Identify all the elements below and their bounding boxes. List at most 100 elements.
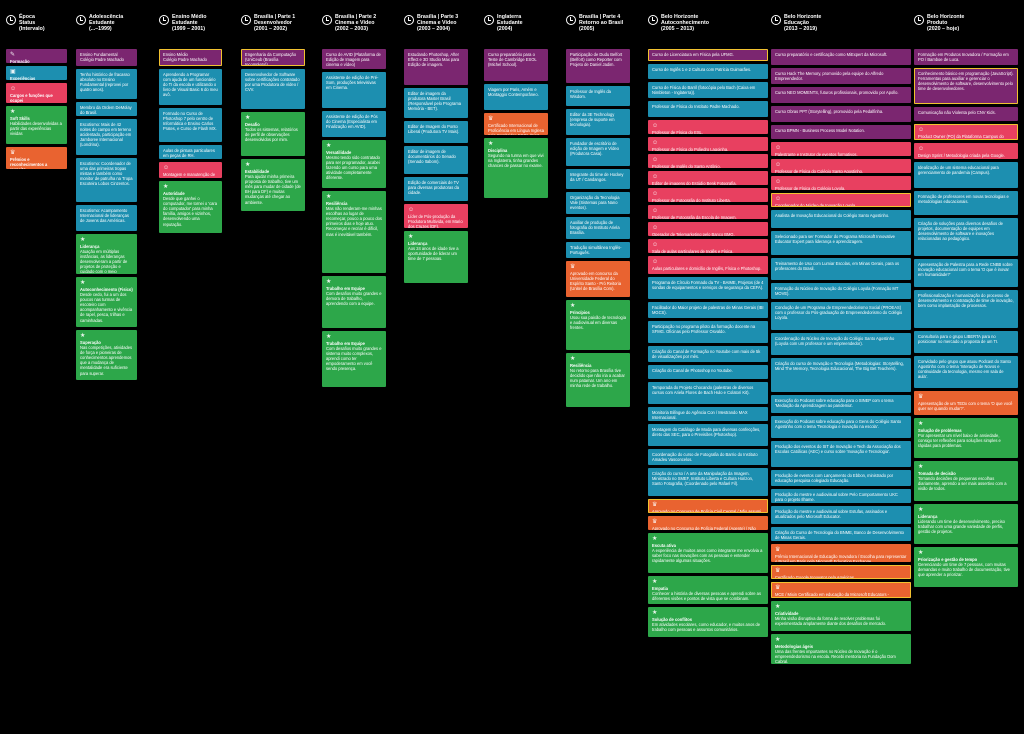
card-title: Escuta ativa: [652, 543, 676, 548]
column-header: Belo Horizonte Autoconhecimento (2005 – 20…: [648, 14, 768, 44]
timeline-card: ★ Priorização e gestão de tempo Gerenciand…: [914, 547, 1018, 587]
timeline-card: ☺ Professor de Física do Colégio Loyola.: [771, 176, 911, 190]
timeline-card: Coordenação do curso de Fotografia do Ba…: [648, 449, 768, 465]
timeline-card: Criação do Canal de Formação no Youtube …: [648, 346, 768, 362]
timeline-card: Analista de Inovação Educacional do Colé…: [771, 210, 911, 228]
card-text: Atuação em múltiplas instâncias, as lide…: [80, 249, 128, 274]
card-text: Viagem por Paris, Amém e Montaggio Conte…: [488, 87, 539, 98]
card-text: Minha visão disruptiva da forma de resol…: [775, 616, 887, 627]
people-icon: ☺: [775, 145, 782, 151]
timeline-card: Selecionado para ser Formador do Program…: [771, 231, 911, 255]
card-text: Editor de imagens do Estúdio Benk Fotogr…: [652, 181, 737, 185]
card-text: Tenho histórico de fracasso absoluto no …: [80, 72, 130, 93]
history-clock-icon: [159, 15, 169, 25]
card-title: Princípios: [570, 310, 590, 315]
timeline-card: Formação de professores em novas tecnolo…: [914, 191, 1018, 215]
timeline-card: ☺ Aulas particulares e domicílio de Inglê…: [648, 256, 768, 274]
timeline-column: Brasília | Parte 1 Desenvolvedor (2001 – 2…: [241, 14, 305, 211]
timeline-column: Brasília | Parte 3 Cinema e Vídeo (2003 – …: [404, 14, 468, 283]
card-text: Criação do Curso de Tecnologia do BNME, …: [775, 530, 904, 541]
timeline-card: Criação do curso de Inovação e Tecnologi…: [771, 358, 911, 392]
card-text: Assistente de edição de Pré-Som, produçõ…: [326, 75, 379, 91]
timeline-card: Aulas de pintura particulares em peças d…: [159, 145, 222, 159]
card-text: Conhecimento básico em programação (Java…: [918, 71, 1014, 92]
card-title: Autoconhecimento (Fisico): [80, 287, 133, 292]
card-title: Priorização e gestão de tempo: [918, 557, 978, 562]
card-text: Escotismo: Acampamento Internacional de …: [80, 208, 129, 224]
timeline-card: ★ Empatia Conhecer a história de diversas …: [648, 576, 768, 604]
timeline-card: Estudando Photoshop, After Effect e 3D S…: [404, 49, 468, 85]
card-text: Curso NEO MOMENTS, futuros profissionais…: [775, 90, 899, 95]
trophy-icon: ♛: [570, 264, 576, 270]
timeline-card: Curso preparatório para o Teste de Cambr…: [484, 49, 548, 81]
card-text: Aprovado no Concurso de Polícia Civil Ce…: [652, 509, 762, 513]
timeline-card: Curso de Física do Barril (fotocópia pel…: [648, 82, 768, 98]
star-icon: ★: [570, 356, 576, 362]
timeline-card: Curso NEO MOMENTS, futuros profissionais…: [771, 87, 911, 103]
card-text: Todos os sistemas, relatórios de perfil …: [245, 127, 298, 143]
timeline-card: Ensino Médio Colégio Padre Machado: [159, 49, 222, 66]
column-title: Brasília | Parte 3 Cinema e Vídeo (2003 – …: [417, 14, 459, 33]
card-text: Líder de Pós-produção da Produtora Multi…: [408, 214, 463, 228]
card-text: Ensino Médio Colégio Padre Machado: [163, 52, 207, 63]
timeline-card: Condução de um Programa de Empreendedori…: [771, 302, 911, 330]
card-text: Condução de um Programa de Empreendedori…: [775, 305, 903, 321]
timeline-column: Inglaterra Estudante (2004) Curso preparató…: [484, 14, 548, 198]
star-icon: ★: [163, 184, 169, 190]
timeline-card: Criação do Canal de Photoshop no Youtube…: [648, 365, 768, 379]
people-icon: ☺: [652, 208, 659, 214]
column-header: Brasília | Parte 1 Desenvolvedor (2001 – 2…: [241, 14, 305, 44]
card-text: Product Owner (PO) da Plataforma Campus …: [918, 134, 1004, 140]
star-icon: ★: [80, 237, 86, 243]
people-icon: ☺: [918, 146, 925, 152]
card-text: Professor de Física do Colégio Santo Ago…: [775, 169, 864, 173]
card-text: Execução do Podcast sobre educação para …: [775, 419, 902, 430]
card-text: Palestrante e Instrutor de eventos forma…: [775, 152, 858, 156]
timeline-card: Temporada do Projeto Chocando (palestras…: [648, 382, 768, 404]
timeline-card: Assistente de edição de Pós do Cinema (E…: [322, 111, 386, 137]
card-text: Curso de Inglês 1 e 2 Cultura com Patric…: [652, 67, 752, 72]
timeline-card: ☺ Professor de Física do ESL.: [648, 120, 768, 134]
timeline-card: Idealização de um sistema educacional pa…: [914, 162, 1018, 188]
pencil-icon: ✎: [10, 52, 16, 58]
star-icon: ★: [652, 579, 658, 585]
card-text: Desde cedo, fui a um dos poucos nas turm…: [80, 292, 133, 323]
card-title: Prêmios e reconhecimentos a respeito: [10, 157, 48, 169]
card-title: Soft Skills: [10, 116, 30, 121]
timeline-card: Execução do Podcast sobre educação para …: [771, 395, 911, 413]
card-text: Curso de Licenciatura em Física pela UFM…: [652, 52, 734, 57]
timeline-card: ★ Superação Nas competições, atividades de…: [76, 330, 137, 380]
star-icon: ★: [918, 507, 924, 513]
timeline-card: ★ Escuta ativa A experiência de muitos ano…: [648, 533, 768, 573]
timeline-card: Editor de Imagem do Ponto Liberal (Produ…: [404, 121, 468, 143]
people-icon: ☺: [652, 259, 659, 265]
timeline-card: Professor de Inglês da Wisdom.: [566, 86, 630, 106]
timeline-card: Assistente de edição de Pré-Som, produçõ…: [322, 72, 386, 108]
column-title: Belo Horizonte Autoconhecimento (2005 – 20…: [661, 14, 709, 33]
card-text: Facilitador do Maior projeto de palestra…: [652, 305, 764, 316]
trophy-icon: ♛: [652, 502, 658, 508]
timeline-card: Formação em Produtos Inovadora / Formaçã…: [914, 49, 1018, 65]
card-text: Temporada do Projeto Chocando (palestras…: [652, 385, 754, 396]
card-text: No retorno para Brasília tive decidido q…: [570, 368, 625, 389]
card-text: Desde que ganhei o computador, me tornei…: [163, 196, 218, 227]
card-text: Formado no Curso de Photoshop 7 pelo cen…: [163, 111, 217, 132]
timeline-card: Curso BPMN - Business Process Model Nota…: [771, 125, 911, 139]
card-text: Apresentação de um TEDx com o tema 'O qu…: [918, 401, 1013, 412]
history-clock-icon: [241, 15, 251, 25]
card-text: Mas não renderam-me minhas escolhas ao l…: [326, 206, 382, 237]
timeline-card: ☺ Professor de Física do Colégio Santo Ag…: [771, 159, 911, 173]
star-icon: ★: [80, 280, 86, 286]
card-text: Professor de Física do Poliedro Lagoinha…: [652, 147, 729, 151]
timeline-card: Apresentação de Palestra para a Rede CNB…: [914, 259, 1018, 287]
card-text: Curso de Física do Barril (fotocópia pel…: [652, 85, 756, 96]
timeline-card: ☺ Cargos e funções que ocupei: [6, 83, 67, 103]
star-icon: ★: [326, 194, 332, 200]
card-title: Liderança: [918, 514, 938, 519]
timeline-card: Coordenação do Núcleo de Inovação do Col…: [771, 333, 911, 355]
card-text: Professor de Física do Colégio Loyola.: [775, 186, 846, 190]
card-text: Habilidades desenvolvidas a partir das e…: [10, 121, 62, 137]
card-text: Professor de Inglês da Wisdom.: [570, 89, 611, 100]
timeline-card: Produção dos eventos do SIT de Inovação …: [771, 441, 911, 467]
card-text: Montagem e manutenção de computadores.: [163, 172, 216, 178]
